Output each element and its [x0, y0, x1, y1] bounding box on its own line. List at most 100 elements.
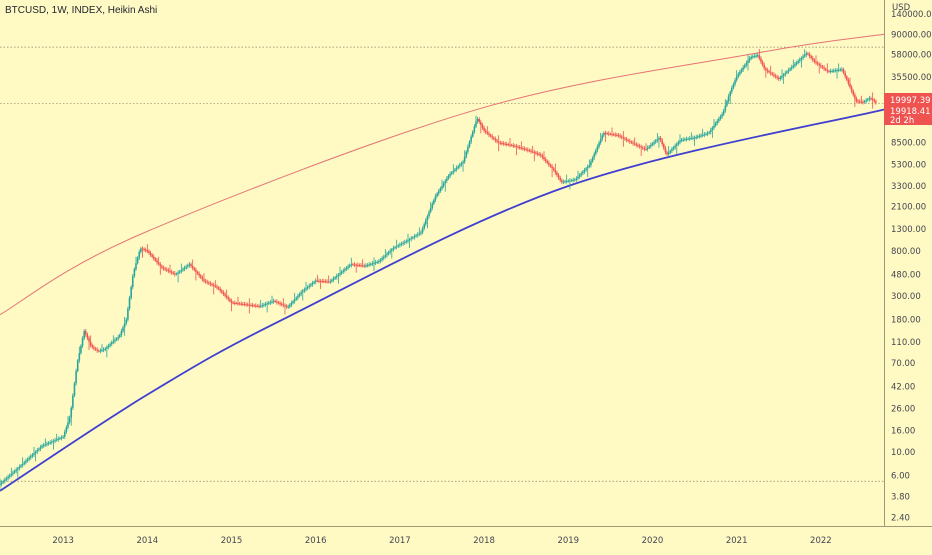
- price-tick-label: 70.00: [891, 359, 915, 369]
- candle-body: [227, 297, 230, 300]
- candle-body: [803, 54, 806, 57]
- candle-body: [824, 68, 827, 70]
- candle: [607, 131, 610, 137]
- candle: [345, 265, 348, 272]
- candle: [721, 112, 723, 119]
- candle-body: [509, 144, 511, 146]
- candle-body: [289, 304, 291, 307]
- candle: [206, 279, 209, 285]
- candle-body: [112, 341, 115, 343]
- candle: [502, 141, 505, 146]
- candle-body: [38, 448, 40, 451]
- candle-body: [514, 145, 516, 147]
- candle-body: [93, 347, 95, 349]
- candle-body: [115, 338, 118, 340]
- price-badges: 19997.39 19918.41 2d 2h: [884, 93, 932, 126]
- candle: [802, 54, 804, 61]
- candle: [185, 264, 187, 270]
- candle: [609, 132, 612, 136]
- candle: [664, 145, 667, 155]
- candle-body: [601, 135, 604, 140]
- candle: [850, 84, 853, 94]
- candle-body: [389, 250, 391, 253]
- candle-body: [114, 339, 116, 342]
- candle: [153, 254, 155, 261]
- candle: [556, 170, 558, 177]
- price-axis[interactable]: USD 140000.0090000.0058000.0035500.00220…: [884, 0, 932, 550]
- candle: [136, 256, 139, 265]
- candle: [489, 133, 492, 138]
- candle: [405, 239, 408, 244]
- candle-body: [586, 166, 589, 169]
- candle: [225, 289, 228, 300]
- candle: [306, 285, 309, 291]
- candle: [862, 99, 864, 105]
- candle: [55, 433, 58, 442]
- candle-body: [63, 431, 66, 437]
- candle-body: [368, 264, 370, 266]
- candle: [297, 293, 299, 300]
- candle-body: [153, 256, 155, 259]
- candle-body: [381, 258, 383, 260]
- candle-body: [446, 178, 448, 181]
- candle-body: [21, 463, 24, 466]
- candle-body: [235, 303, 238, 305]
- candle-body: [617, 135, 620, 137]
- candle-body: [742, 67, 744, 70]
- candle: [303, 287, 306, 293]
- candle: [478, 117, 481, 124]
- candle-body: [28, 457, 30, 460]
- candle: [499, 140, 502, 145]
- candle: [26, 457, 29, 463]
- candle-body: [379, 259, 382, 262]
- candle: [761, 60, 764, 67]
- candle-body: [756, 55, 759, 57]
- candle-body: [539, 154, 542, 156]
- candle: [143, 247, 145, 252]
- candle: [637, 143, 639, 148]
- candle: [243, 301, 246, 307]
- candle-body: [75, 371, 77, 384]
- candle-body: [246, 304, 249, 306]
- candle: [635, 142, 638, 148]
- candle: [62, 435, 64, 439]
- candle-body: [633, 143, 636, 145]
- candle-body: [420, 232, 422, 234]
- candle: [790, 64, 793, 71]
- candle: [131, 273, 134, 290]
- candle: [789, 67, 791, 72]
- candle-body: [36, 450, 39, 452]
- candle: [450, 171, 453, 176]
- candle-body: [650, 144, 652, 147]
- candle: [229, 297, 231, 303]
- candle-body: [148, 251, 150, 253]
- candle-body: [734, 80, 736, 85]
- candle: [83, 329, 85, 341]
- candle-body: [42, 445, 45, 447]
- candle: [266, 301, 268, 313]
- candle-body: [476, 119, 479, 122]
- candle-body: [190, 264, 192, 267]
- time-axis[interactable]: 2013 2014 2015 2016 2017 2018 2019 2020 2021 2022: [0, 526, 932, 550]
- candle: [773, 72, 775, 78]
- candle-body: [314, 280, 317, 282]
- candle-body: [684, 139, 686, 141]
- candle: [235, 301, 238, 305]
- candle: [164, 266, 166, 272]
- candle-body: [711, 127, 714, 130]
- candle-body: [12, 472, 14, 474]
- candle-body: [504, 143, 506, 145]
- candle: [144, 247, 147, 253]
- candle-body: [209, 283, 212, 285]
- candle-body: [109, 344, 111, 346]
- candle: [392, 245, 395, 252]
- candle: [747, 55, 749, 71]
- candle-body: [842, 69, 845, 73]
- candle: [523, 146, 526, 152]
- candle: [208, 280, 210, 286]
- candle: [329, 279, 332, 284]
- candle: [703, 132, 706, 138]
- candle: [507, 142, 510, 147]
